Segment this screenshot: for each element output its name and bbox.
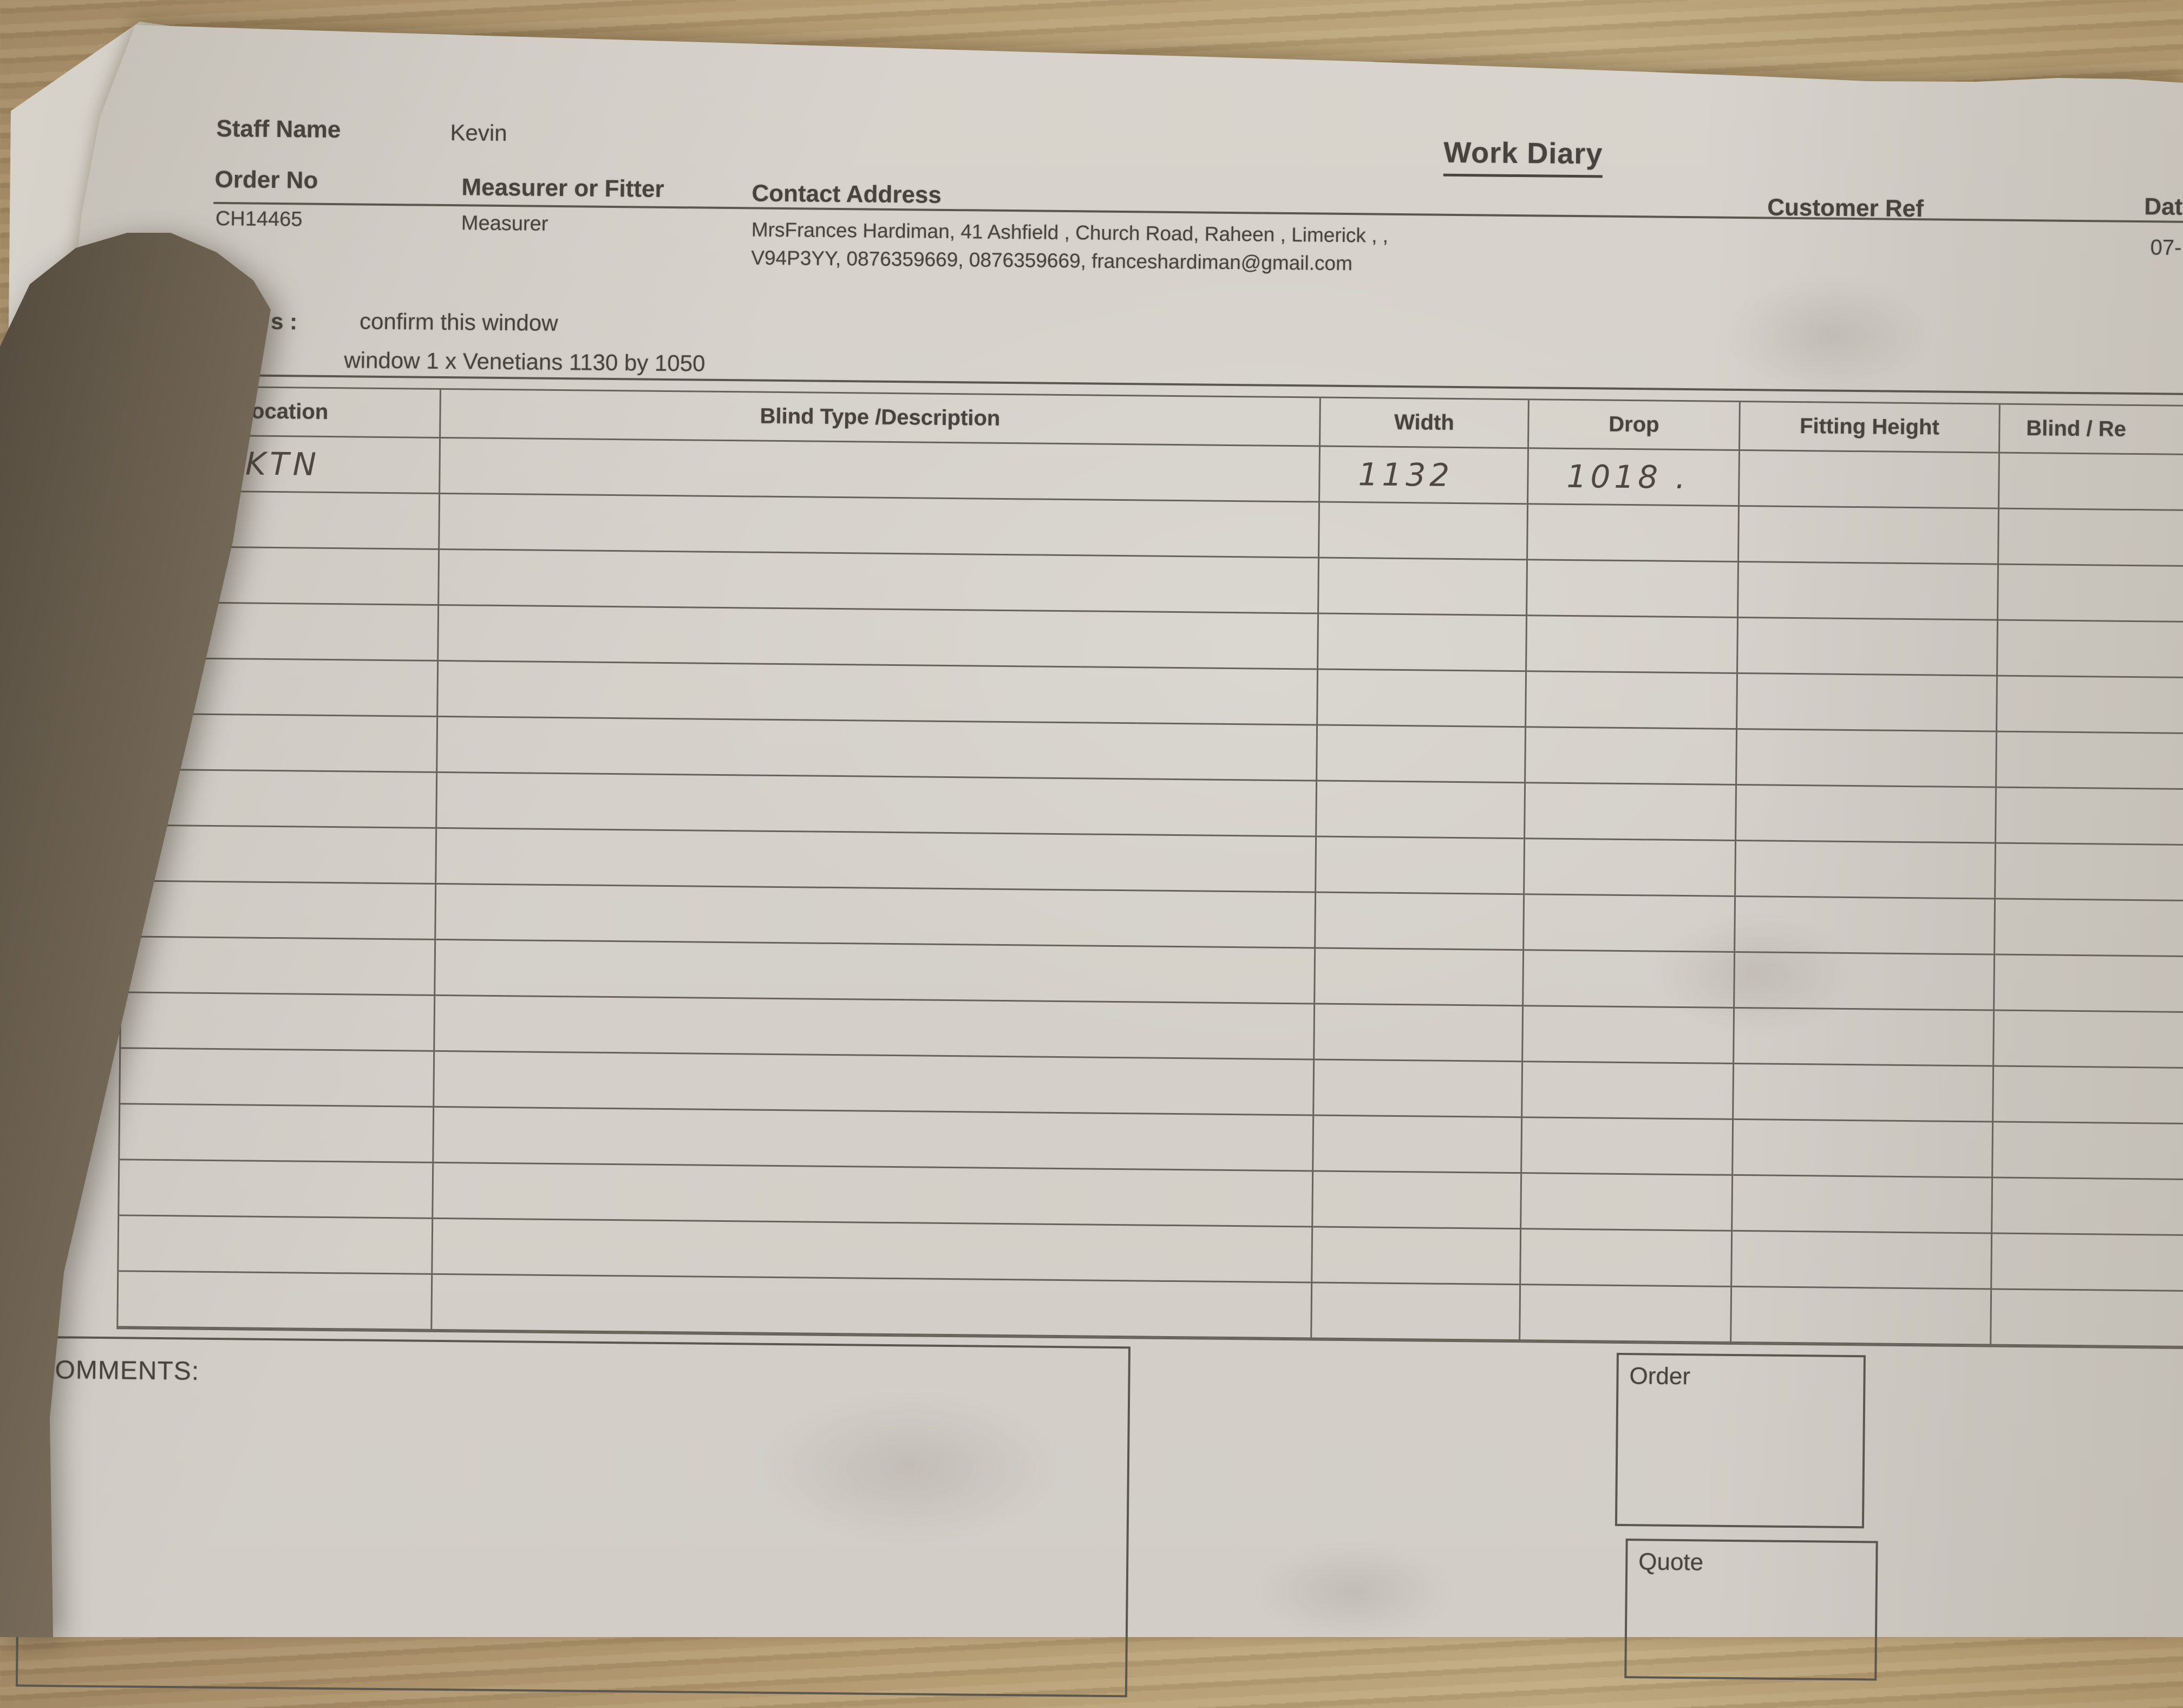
- clipboard-clip-wrap: [0, 233, 271, 1637]
- paper-smudge: [1613, 893, 1895, 1056]
- paper-smudge: [1689, 254, 1971, 417]
- paper-smudge: [1218, 1527, 1489, 1657]
- paper-smudge: [704, 1364, 1115, 1570]
- clipboard-clip: [0, 233, 271, 1637]
- paper-sheet: [44, 25, 2183, 1637]
- paper-sheet-wrap: [44, 25, 2183, 1637]
